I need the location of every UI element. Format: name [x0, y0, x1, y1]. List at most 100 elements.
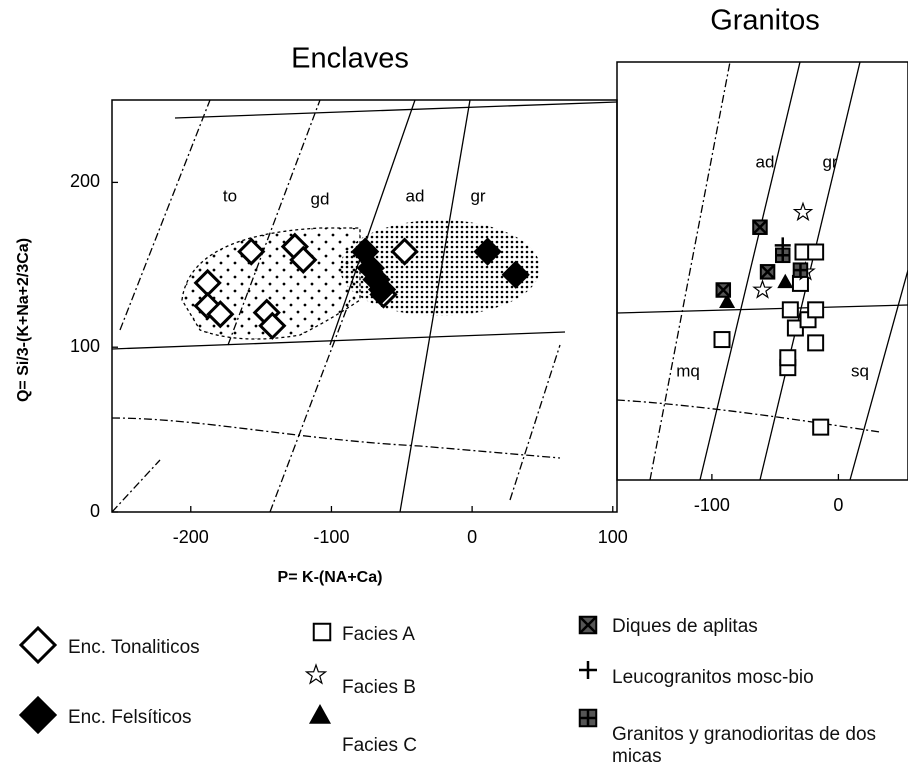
- legend-label: Enc. Tonaliticos: [68, 637, 200, 658]
- marker: [715, 282, 732, 298]
- marker: [578, 615, 598, 635]
- marker: [781, 301, 799, 319]
- marker-shape: [777, 273, 794, 289]
- marker-shape: [501, 260, 530, 289]
- marker-shape: [304, 663, 328, 685]
- marker: [473, 237, 502, 266]
- marker: [304, 663, 328, 685]
- marker: [367, 275, 397, 304]
- legend-label: Facies C: [342, 735, 417, 756]
- region-label: gd: [311, 189, 330, 208]
- marker-shape: [779, 349, 797, 367]
- y-tick-label: 200: [70, 171, 100, 191]
- marker-shape: [812, 418, 830, 436]
- region-label: ad: [756, 152, 775, 171]
- marker: [792, 201, 814, 222]
- plot-frame: [616, 61, 908, 481]
- region-label: mq: [676, 361, 700, 380]
- marker-shape: [792, 201, 814, 222]
- marker-shape: [752, 219, 768, 235]
- marker-shape: [719, 293, 736, 308]
- field-lines: [617, 62, 908, 480]
- marker: [777, 273, 794, 289]
- marker: [779, 349, 797, 367]
- legend-label: Granitos y granodioritas de dos micas: [612, 724, 877, 766]
- marker-shape: [312, 622, 332, 642]
- chart-title: Granitos: [710, 5, 820, 37]
- marker-shape: [367, 275, 397, 304]
- legend-label: Facies B: [342, 677, 416, 698]
- marker-shape: [759, 264, 776, 280]
- x-tick-label: 100: [598, 527, 628, 547]
- legend-label: Leucogranitos mosc-bio: [612, 667, 814, 688]
- marker-shape: [473, 237, 502, 266]
- x-tick-label: -100: [313, 527, 349, 547]
- marker-shape: [18, 695, 58, 735]
- marker: [193, 291, 222, 321]
- region-label: gr: [470, 186, 485, 205]
- marker: [807, 334, 825, 352]
- x-tick-label: 0: [467, 527, 477, 547]
- x-tick-label: -200: [173, 527, 209, 547]
- x-axis-label: P= K-(NA+Ca): [278, 569, 383, 586]
- marker-shape: [752, 279, 773, 299]
- marker-shape: [309, 704, 331, 724]
- marker-shape: [713, 331, 731, 349]
- marker-shape: [578, 615, 598, 635]
- marker-shape: [579, 709, 597, 727]
- marker-shape: [807, 301, 825, 319]
- y-tick-label: 0: [90, 501, 100, 521]
- marker-shape: [715, 282, 731, 298]
- marker: [774, 247, 791, 264]
- marker-shape: [775, 248, 790, 263]
- marker-shape: [18, 625, 58, 665]
- field-lines: [112, 100, 617, 512]
- marker: [206, 300, 235, 329]
- marker-shape: [807, 243, 825, 261]
- marker: [390, 237, 419, 266]
- marker-shape: [289, 245, 318, 274]
- marker-shape: [193, 291, 222, 321]
- marker: [309, 704, 331, 724]
- marker: [18, 625, 58, 665]
- region-label: to: [223, 186, 237, 205]
- x-tick-label: 0: [833, 495, 843, 515]
- legend-label: Enc. Felsíticos: [68, 707, 192, 728]
- marker-shape: [781, 301, 799, 319]
- marker: [807, 243, 825, 261]
- marker: [752, 279, 773, 299]
- marker: [312, 622, 332, 642]
- marker-shape: [390, 237, 419, 266]
- legend-label: Facies A: [342, 624, 415, 645]
- marker-shape: [237, 237, 266, 266]
- legend-label: Diques de aplitas: [612, 616, 758, 637]
- marker: [792, 262, 809, 278]
- marker: [258, 311, 287, 340]
- marker: [759, 264, 776, 280]
- marker: [501, 260, 530, 289]
- region-label: gr: [822, 152, 837, 171]
- marker: [289, 245, 318, 274]
- y-tick-label: 100: [70, 336, 100, 356]
- x-tick-label: -100: [694, 495, 730, 515]
- marker-shape: [793, 263, 808, 277]
- marker-shape: [258, 311, 287, 340]
- region-label: sq: [851, 361, 869, 380]
- marker: [812, 418, 830, 436]
- marker: [752, 219, 768, 235]
- marker: [713, 331, 731, 349]
- marker: [579, 661, 597, 679]
- region-label: ad: [406, 186, 425, 205]
- marker: [237, 237, 266, 266]
- marker: [18, 695, 58, 735]
- chart-title: Enclaves: [291, 43, 409, 75]
- marker: [807, 301, 825, 319]
- marker-shape: [206, 300, 235, 329]
- y-axis-label: Q= Si/3-(K+Na+2/3Ca): [15, 238, 32, 402]
- marker-shape: [579, 661, 597, 679]
- marker: [578, 708, 598, 728]
- marker-shape: [807, 334, 825, 352]
- marker: [719, 293, 736, 308]
